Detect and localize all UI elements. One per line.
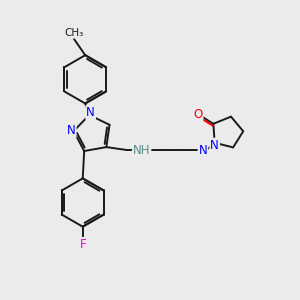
Text: N: N [210, 139, 219, 152]
Text: F: F [80, 238, 86, 251]
Text: O: O [193, 108, 203, 121]
Text: N: N [86, 106, 95, 119]
Text: N: N [67, 124, 76, 137]
Text: N: N [199, 143, 207, 157]
Text: CH₃: CH₃ [64, 28, 84, 38]
Text: NH: NH [133, 143, 150, 157]
